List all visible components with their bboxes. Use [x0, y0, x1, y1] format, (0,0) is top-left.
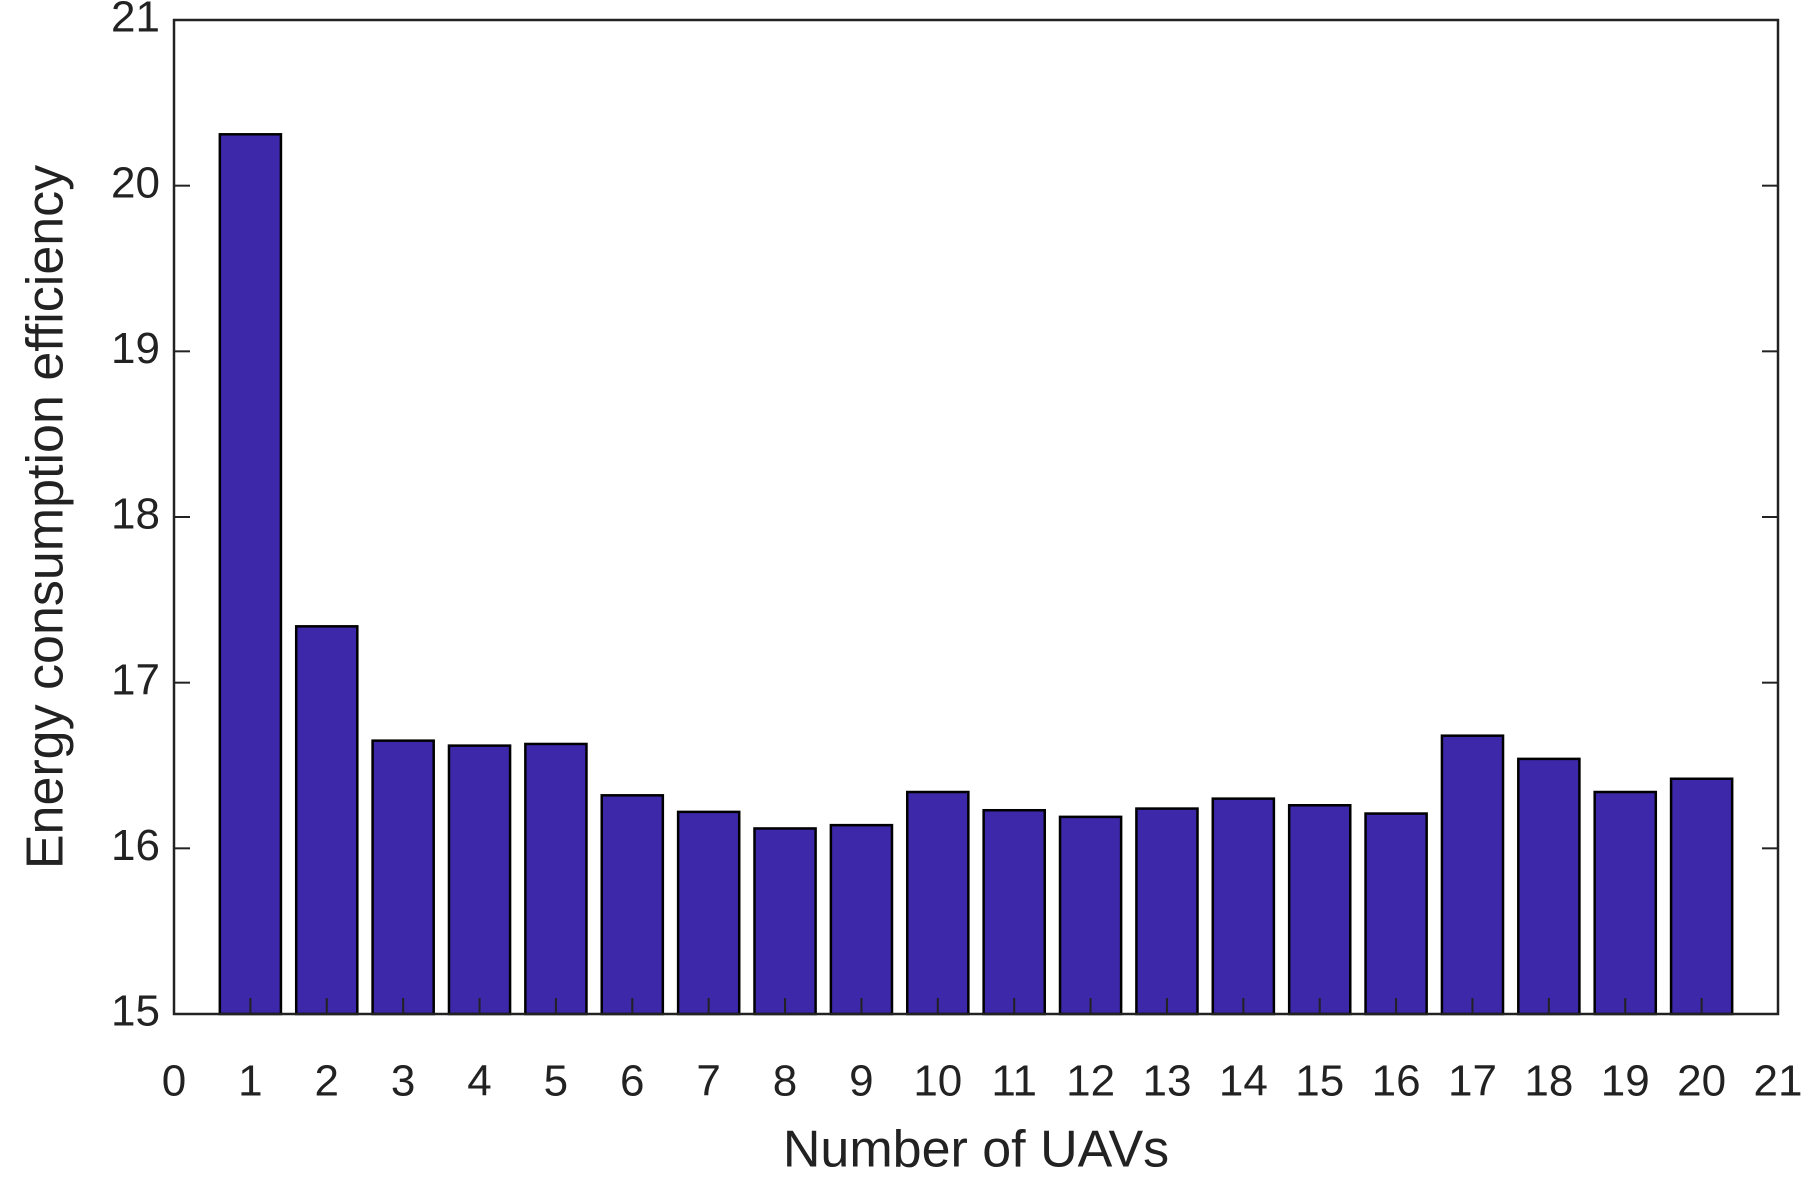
x-tick-label: 21 [1754, 1057, 1803, 1106]
x-tick-label: 4 [467, 1057, 491, 1106]
x-axis-label: Number of UAVs [783, 1121, 1169, 1179]
plot-frame [172, 18, 1780, 1016]
x-tick-label: 10 [913, 1057, 962, 1106]
x-tick-label: 9 [849, 1057, 873, 1106]
bar [982, 808, 1046, 1016]
x-tick-label: 6 [620, 1057, 644, 1106]
bar [1593, 790, 1658, 1016]
x-tick-label: 2 [315, 1057, 339, 1106]
bar [829, 823, 894, 1016]
bar [1364, 812, 1428, 1016]
bar [676, 810, 741, 1016]
x-tick-label: 15 [1295, 1057, 1344, 1106]
x-tick-label: 12 [1066, 1057, 1115, 1106]
bar [1440, 734, 1505, 1016]
y-tick-label: 17 [111, 655, 160, 704]
bar [1135, 807, 1199, 1016]
y-tick-label: 21 [111, 0, 160, 42]
bar [1058, 815, 1123, 1016]
bar [218, 133, 283, 1016]
bar [447, 744, 512, 1016]
bar [294, 625, 359, 1016]
x-tick-label: 13 [1142, 1057, 1191, 1106]
x-tick-label: 8 [773, 1057, 797, 1106]
x-tick-label: 18 [1524, 1057, 1573, 1106]
y-tick-label: 15 [111, 987, 160, 1036]
bar [524, 742, 588, 1016]
y-tick-label: 19 [111, 324, 160, 373]
bar [1211, 797, 1276, 1016]
x-tick-label: 0 [162, 1057, 186, 1106]
bar [1669, 777, 1734, 1016]
x-tick-label: 11 [991, 1057, 1037, 1106]
x-tick-label: 19 [1601, 1057, 1650, 1106]
bar [600, 794, 665, 1016]
bar [753, 827, 817, 1016]
y-tick-label: 18 [111, 490, 160, 539]
y-tick-label: 16 [111, 821, 160, 870]
x-tick-label: 20 [1677, 1057, 1726, 1106]
x-tick-label: 7 [696, 1057, 720, 1106]
bar [1517, 757, 1581, 1016]
y-tick-label: 20 [111, 158, 160, 207]
y-axis-label: Energy consumption efficiency [17, 165, 75, 869]
x-tick-label: 1 [238, 1057, 262, 1106]
x-tick-label: 3 [391, 1057, 415, 1106]
x-tick-label: 17 [1448, 1057, 1497, 1106]
bar [1287, 804, 1352, 1016]
x-tick-label: 16 [1372, 1057, 1421, 1106]
x-tick-label: 5 [544, 1057, 568, 1106]
bar [371, 739, 435, 1016]
x-tick-label: 14 [1219, 1057, 1268, 1106]
bar [906, 790, 970, 1016]
